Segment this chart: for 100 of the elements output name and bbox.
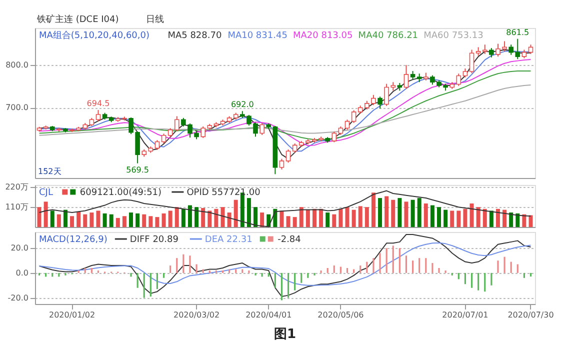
bar [476,207,480,227]
candlestick [404,64,409,90]
bar [398,198,402,227]
bar [227,212,232,227]
bar [424,203,428,227]
bar [456,210,461,227]
bar [312,208,316,227]
bar [168,210,172,227]
candlestick [378,96,382,110]
candlestick [154,140,160,150]
bar [496,208,500,227]
bar [410,200,415,227]
x-tick-label: 2020/04/01 [246,310,292,320]
bar [482,208,487,227]
x-tick-label: 2020/01/02 [48,310,96,320]
text: MA5 828.70 [168,31,222,41]
bar [254,207,258,227]
bar [358,206,362,227]
line-series [38,70,532,140]
bar [286,216,290,227]
bar [188,205,192,227]
text: MA40 786.21 [358,31,418,41]
bar [83,214,88,227]
bar [516,213,520,227]
x-tick-label: 2020/03/02 [173,310,220,320]
bar [194,207,199,227]
bar [384,196,389,227]
bar [371,192,376,227]
bar [116,218,120,227]
bar [96,210,100,227]
bar [56,214,61,227]
y-tick-label: 220万 [5,182,28,192]
bar [352,210,356,227]
bar [174,207,179,227]
bar [155,217,160,227]
y-tick-label: 0.0 [16,268,28,278]
bar [522,214,526,227]
line-series [38,84,532,136]
bar [76,212,81,227]
annotation: 569.5 [126,165,150,174]
bar [364,207,369,227]
bar [181,208,186,227]
chart-title: 铁矿主连 (DCE I04) [36,14,119,25]
text: MA60 753.13 [424,31,484,41]
y-tick-label: -20.0 [8,293,28,302]
text: MA20 813.05 [293,31,353,41]
candlestick [161,133,166,144]
bar [319,208,324,227]
bar [332,214,336,227]
bar [201,208,206,227]
text: MA10 831.45 [228,31,288,41]
bar [292,217,297,227]
candlestick [344,119,350,130]
bar [299,207,304,227]
bar [280,210,284,227]
legend-label: DEA 22.31 [204,235,252,245]
bar [404,202,408,227]
candlestick [260,122,264,136]
caption: 图1 [274,327,296,342]
y-tick-label: 700.0 [6,103,28,112]
bar [417,198,422,227]
bar [70,216,74,227]
line-series [38,190,532,228]
bar [509,212,514,227]
line-series [38,242,532,286]
annotation: 861.5 [506,28,530,37]
candlestick [292,142,298,154]
bar [391,200,396,227]
bar [37,207,42,227]
bar [102,213,107,227]
bar [470,203,474,227]
candlestick [174,116,180,132]
annotation: 692.0 [230,100,254,110]
bar [234,200,238,227]
bar [162,213,166,227]
bar [63,210,68,227]
legend-label: OPID 557721.00 [186,188,261,198]
bar [450,210,454,227]
y-tick-label: 800.0 [6,60,28,70]
bar [306,210,310,227]
bar [109,214,114,227]
line-series [38,234,532,298]
bar [136,213,140,227]
candlestick [469,49,474,74]
bar [214,208,218,227]
bar [90,212,94,227]
candlestick [482,44,488,54]
bar [246,198,251,227]
bar [338,208,343,227]
candlestick [96,110,101,122]
x-tick-label: 2020/05/06 [318,310,364,320]
candlestick [279,158,284,170]
legend-label: -2.84 [278,235,302,245]
y-tick-label: 20.0 [10,244,28,253]
bar [326,212,330,227]
bar [50,210,54,227]
bar [444,210,448,227]
candlestick [332,131,337,143]
x-tick-label: 2020/07/30 [508,310,554,320]
legend-label: DIFF 20.89 [130,235,179,245]
